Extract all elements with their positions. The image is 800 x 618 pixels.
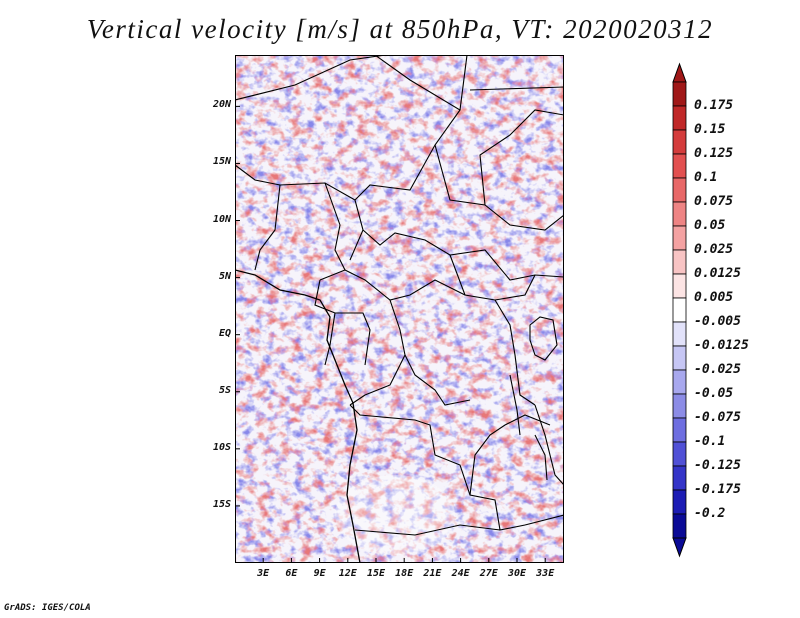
colorbar-level-label: -0.2 (694, 506, 726, 521)
colorbar-level-label: -0.05 (694, 386, 734, 401)
colorbar (672, 62, 687, 558)
lon-tick-label: 24E (451, 568, 470, 579)
colorbar-swatch (672, 297, 687, 323)
colorbar-swatch (672, 489, 687, 515)
lon-tick-label: 15E (366, 568, 386, 579)
colorbar-swatch (672, 273, 687, 299)
colorbar-swatch (672, 417, 687, 443)
colorbar-level-label: 0.1 (694, 170, 718, 185)
colorbar-swatch (672, 513, 687, 539)
colorbar-level-label: -0.0125 (694, 338, 749, 353)
colorbar-level-label: -0.1 (694, 434, 726, 449)
colorbar-swatch (672, 369, 687, 395)
colorbar-swatch (672, 201, 687, 227)
lon-tick-label: 6E (285, 568, 298, 579)
lat-tick-label: 5S (218, 384, 231, 396)
colorbar-level-label: -0.075 (694, 410, 741, 425)
colorbar-level-label: -0.025 (694, 362, 741, 377)
colorbar-level-label: 0.005 (694, 290, 734, 305)
colorbar-top-arrow (672, 62, 687, 83)
lon-tick-label: 21E (423, 568, 442, 579)
colorbar-swatch (672, 81, 687, 107)
colorbar-level-label: 0.075 (694, 194, 734, 209)
chart-title: Vertical velocity [m/s] at 850hPa, VT: 2… (86, 14, 714, 44)
lat-tick-label: 5N (218, 270, 231, 282)
colorbar-level-label: -0.005 (694, 314, 741, 329)
colorbar-swatch (672, 393, 687, 419)
lon-tick-label: 33E (536, 568, 555, 579)
lat-tick-label: 10N (212, 213, 231, 225)
colorbar-level-label: -0.125 (694, 458, 741, 473)
colorbar-swatch (672, 321, 687, 347)
colorbar-swatch (672, 345, 687, 371)
colorbar-swatch (672, 105, 687, 131)
colorbar-level-label: 0.0125 (694, 266, 741, 281)
map-panel (235, 55, 564, 563)
colorbar-swatch (672, 441, 687, 467)
colorbar-swatch (672, 153, 687, 179)
colorbar-swatch (672, 225, 687, 251)
colorbar-level-label: 0.175 (694, 98, 734, 113)
lat-tick-label: 15N (212, 156, 231, 168)
lat-tick-label: 10S (212, 441, 231, 453)
lon-tick-label: 30E (507, 568, 527, 579)
colorbar-level-label: -0.175 (694, 482, 741, 497)
colorbar-swatch (672, 129, 687, 155)
colorbar-level-label: 0.15 (694, 122, 726, 137)
colorbar-swatch (672, 177, 687, 203)
lon-tick-label: 18E (395, 568, 414, 579)
colorbar-level-label: 0.05 (694, 218, 726, 233)
colorbar-swatch (672, 465, 687, 491)
vertical-velocity-field (235, 55, 564, 563)
lat-tick-label: 15S (212, 498, 231, 510)
colorbar-bottom-arrow (672, 537, 687, 558)
lon-tick-label: 3E (257, 568, 270, 579)
lon-tick-label: 27E (479, 568, 498, 579)
lon-tick-label: 9E (313, 568, 326, 579)
lat-tick-label: EQ (218, 327, 231, 339)
colorbar-level-label: 0.125 (694, 146, 734, 161)
grads-credit: GrADS: IGES/COLA (4, 603, 91, 613)
colorbar-level-label: 0.025 (694, 242, 734, 257)
lat-tick-label: 20N (212, 99, 231, 111)
colorbar-swatch (672, 249, 687, 275)
lon-tick-label: 12E (338, 568, 357, 579)
